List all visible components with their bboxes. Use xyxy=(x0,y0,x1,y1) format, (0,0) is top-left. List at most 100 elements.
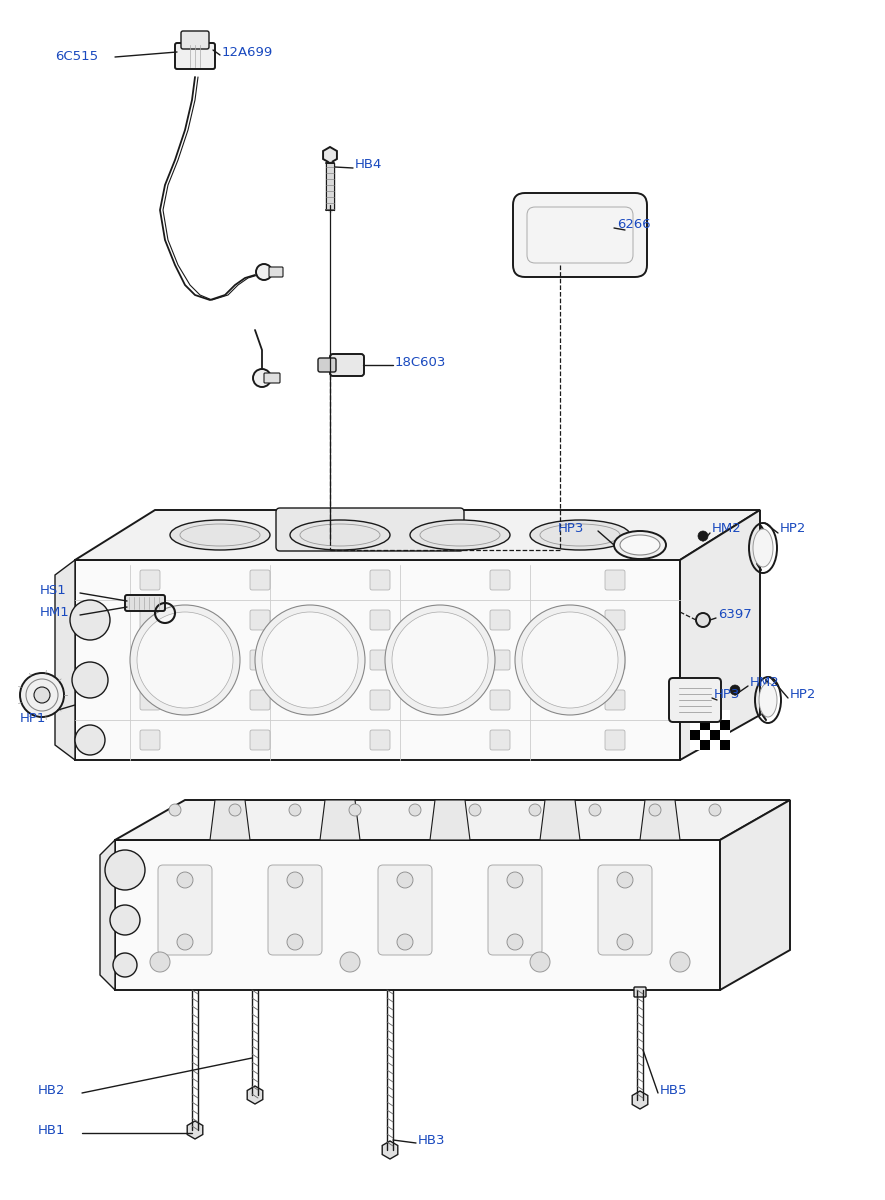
FancyBboxPatch shape xyxy=(370,610,390,630)
Text: HP3: HP3 xyxy=(558,522,584,534)
Circle shape xyxy=(150,952,170,972)
FancyBboxPatch shape xyxy=(490,730,510,750)
Polygon shape xyxy=(720,800,790,990)
FancyBboxPatch shape xyxy=(605,730,625,750)
Bar xyxy=(710,720,720,730)
Circle shape xyxy=(698,530,708,541)
Polygon shape xyxy=(115,840,720,990)
Circle shape xyxy=(177,872,193,888)
Polygon shape xyxy=(680,510,760,760)
Circle shape xyxy=(262,612,358,708)
FancyBboxPatch shape xyxy=(370,650,390,670)
Polygon shape xyxy=(247,1086,263,1104)
Circle shape xyxy=(75,725,105,755)
Polygon shape xyxy=(188,1121,203,1139)
Text: HM2: HM2 xyxy=(712,522,742,534)
Bar xyxy=(690,720,700,730)
Ellipse shape xyxy=(170,520,270,550)
Ellipse shape xyxy=(759,683,777,716)
Ellipse shape xyxy=(410,520,510,550)
Circle shape xyxy=(130,605,240,715)
Circle shape xyxy=(530,952,550,972)
FancyBboxPatch shape xyxy=(490,570,510,590)
Polygon shape xyxy=(320,800,360,840)
Polygon shape xyxy=(430,800,470,840)
Circle shape xyxy=(72,662,108,698)
Ellipse shape xyxy=(614,530,666,559)
Circle shape xyxy=(289,804,301,816)
Polygon shape xyxy=(75,510,760,560)
Text: HB2: HB2 xyxy=(38,1084,65,1097)
Text: HS1: HS1 xyxy=(40,583,66,596)
Circle shape xyxy=(287,934,303,950)
FancyBboxPatch shape xyxy=(140,730,160,750)
FancyBboxPatch shape xyxy=(488,865,542,955)
FancyBboxPatch shape xyxy=(250,730,270,750)
Circle shape xyxy=(730,685,740,695)
Circle shape xyxy=(229,804,241,816)
Polygon shape xyxy=(632,1091,648,1109)
FancyBboxPatch shape xyxy=(605,610,625,630)
Circle shape xyxy=(110,905,140,935)
FancyBboxPatch shape xyxy=(490,690,510,710)
FancyBboxPatch shape xyxy=(669,678,721,722)
Ellipse shape xyxy=(290,520,390,550)
Circle shape xyxy=(649,804,661,816)
Circle shape xyxy=(529,804,541,816)
Text: 6266: 6266 xyxy=(617,218,650,232)
FancyBboxPatch shape xyxy=(318,358,336,372)
Circle shape xyxy=(253,370,271,386)
Circle shape xyxy=(397,872,413,888)
Polygon shape xyxy=(75,560,680,760)
FancyBboxPatch shape xyxy=(490,610,510,630)
Bar xyxy=(710,730,720,740)
Circle shape xyxy=(469,804,481,816)
Circle shape xyxy=(169,804,181,816)
FancyBboxPatch shape xyxy=(330,354,364,376)
Bar xyxy=(700,740,710,750)
Circle shape xyxy=(113,953,137,977)
Polygon shape xyxy=(100,840,115,990)
Bar xyxy=(710,710,720,720)
Circle shape xyxy=(709,804,721,816)
Text: HB1: HB1 xyxy=(38,1123,65,1136)
Polygon shape xyxy=(55,560,75,760)
Text: HM1: HM1 xyxy=(40,606,70,618)
Circle shape xyxy=(385,605,495,715)
Text: HP2: HP2 xyxy=(790,689,816,702)
Circle shape xyxy=(105,850,145,890)
Circle shape xyxy=(34,686,50,703)
Polygon shape xyxy=(115,800,790,840)
Text: HP1: HP1 xyxy=(20,712,46,725)
FancyBboxPatch shape xyxy=(490,650,510,670)
Polygon shape xyxy=(540,800,580,840)
Circle shape xyxy=(177,934,193,950)
Text: HP3: HP3 xyxy=(714,689,741,702)
FancyBboxPatch shape xyxy=(598,865,652,955)
Circle shape xyxy=(397,934,413,950)
Text: 18C603: 18C603 xyxy=(395,355,446,368)
Bar xyxy=(720,710,730,720)
FancyBboxPatch shape xyxy=(605,690,625,710)
Polygon shape xyxy=(382,1141,397,1159)
Bar xyxy=(720,740,730,750)
Circle shape xyxy=(409,804,421,816)
FancyBboxPatch shape xyxy=(250,570,270,590)
FancyBboxPatch shape xyxy=(370,730,390,750)
Bar xyxy=(690,710,700,720)
Text: HB3: HB3 xyxy=(418,1134,445,1146)
Circle shape xyxy=(670,952,690,972)
FancyBboxPatch shape xyxy=(140,690,160,710)
FancyBboxPatch shape xyxy=(269,266,283,277)
Circle shape xyxy=(392,612,488,708)
FancyBboxPatch shape xyxy=(513,193,647,277)
Circle shape xyxy=(515,605,625,715)
Circle shape xyxy=(522,612,618,708)
Text: HB5: HB5 xyxy=(660,1084,688,1097)
FancyBboxPatch shape xyxy=(140,610,160,630)
FancyBboxPatch shape xyxy=(158,865,212,955)
FancyBboxPatch shape xyxy=(268,865,322,955)
Circle shape xyxy=(617,872,633,888)
Circle shape xyxy=(70,600,110,640)
Circle shape xyxy=(287,872,303,888)
